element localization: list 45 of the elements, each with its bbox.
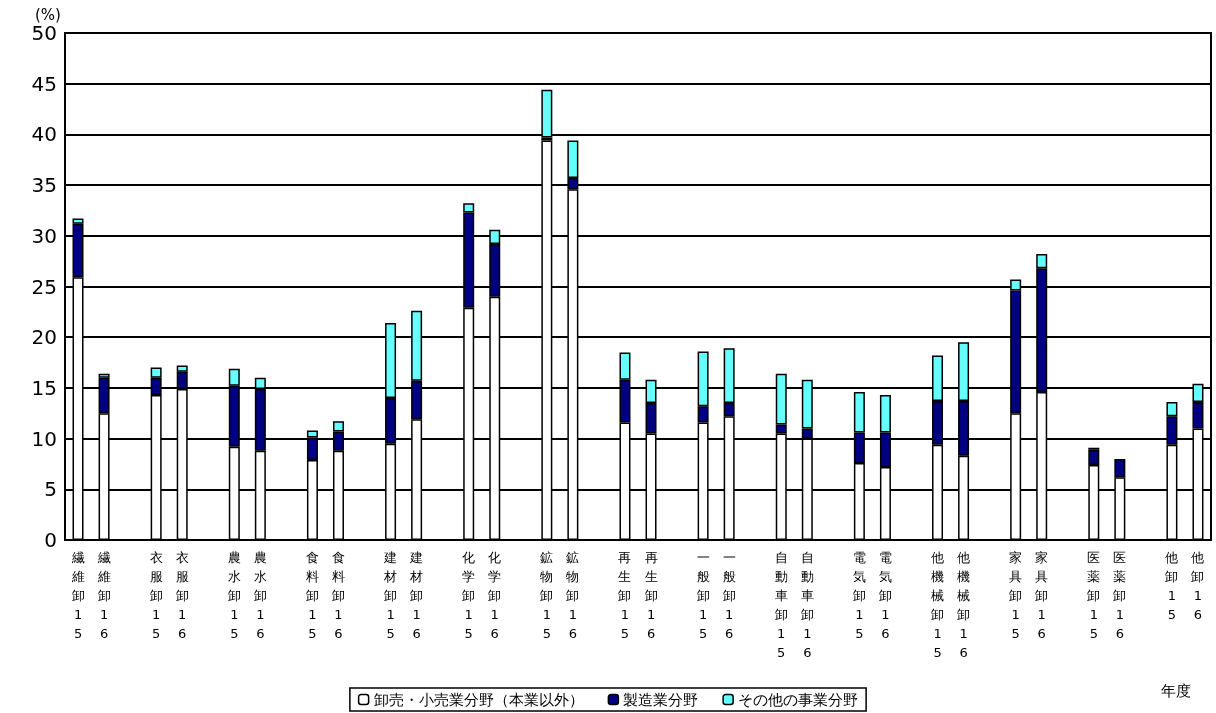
x-tick-label: 他卸16: [1191, 550, 1205, 622]
x-tick-label: 一般卸16: [722, 550, 736, 641]
y-tick-label: 45: [31, 71, 57, 96]
x-tick-label: 農水卸16: [253, 550, 267, 641]
x-tick-label: 鉱物卸16: [566, 550, 580, 641]
y-tick-label: 30: [31, 223, 57, 248]
x-tick-label: 繊維卸15: [70, 550, 85, 641]
x-tick-label: 鉱物卸15: [540, 550, 554, 641]
x-tick-label: 他卸15: [1165, 550, 1179, 622]
x-tick-label: 電気卸16: [878, 550, 892, 641]
legend-label: 卸売・小売業分野（本業以外）: [373, 690, 584, 709]
x-tick-label: 化学卸16: [488, 550, 502, 641]
x-tick-label: 再生卸15: [618, 550, 632, 641]
y-tick-label: 20: [31, 325, 57, 350]
x-tick-label: 化学卸15: [462, 550, 476, 641]
legend-label: その他の事業分野: [738, 690, 859, 709]
x-tick-label: 建材卸16: [409, 550, 424, 641]
legend-label: 製造業分野: [623, 690, 699, 709]
x-tick-label: 医薬卸16: [1113, 550, 1127, 641]
x-tick-label: 衣服卸16: [175, 550, 189, 641]
y-tick-label: 40: [31, 122, 57, 147]
x-tick-label: 家具卸15: [1009, 550, 1023, 641]
x-tick-label: 繊維卸16: [96, 550, 111, 641]
x-axis-title: 年度: [1161, 681, 1191, 700]
x-tick-label: 医薬卸15: [1087, 550, 1101, 641]
x-tick-label: 他機械卸15: [931, 550, 945, 660]
x-tick-label: 他機械卸16: [957, 550, 971, 660]
x-tick-label: 食料卸16: [331, 550, 345, 641]
y-tick-label: 10: [31, 426, 57, 451]
x-tick-label: 建材卸15: [383, 550, 398, 641]
y-axis-title: (%): [35, 5, 61, 24]
x-tick-label: 自動車卸15: [774, 550, 788, 660]
x-tick-label: 農水卸15: [227, 550, 241, 641]
x-tick-label: 自動車卸16: [800, 550, 814, 660]
y-tick-label: 0: [44, 528, 57, 552]
x-tick-label: 食料卸15: [305, 550, 319, 641]
x-tick-label: 家具卸16: [1035, 550, 1049, 641]
y-tick-label: 15: [31, 375, 57, 400]
y-tick-label: 25: [31, 274, 57, 299]
y-tick-label: 5: [44, 477, 57, 502]
x-tick-label: 電気卸15: [852, 550, 866, 641]
y-tick-label: 35: [31, 173, 57, 198]
x-tick-label: 衣服卸15: [149, 550, 163, 641]
x-tick-label: 再生卸16: [644, 550, 658, 641]
x-tick-label: 一般卸15: [696, 550, 710, 641]
